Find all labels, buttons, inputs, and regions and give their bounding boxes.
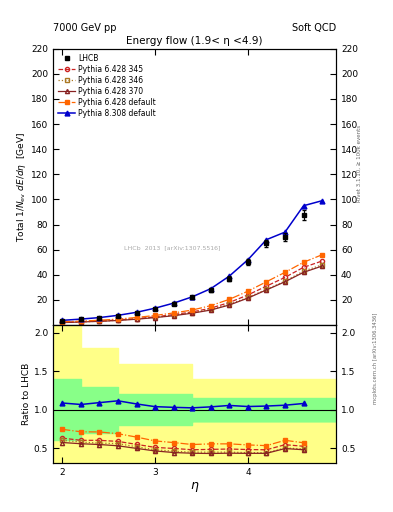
Text: LHCb  2013  [arXiv:1307.5516]: LHCb 2013 [arXiv:1307.5516] [124, 245, 220, 250]
Legend: LHCB, Pythia 6.428 345, Pythia 6.428 346, Pythia 6.428 370, Pythia 6.428 default: LHCB, Pythia 6.428 345, Pythia 6.428 346… [57, 52, 158, 119]
Text: 7000 GeV pp: 7000 GeV pp [53, 23, 117, 33]
Text: Rivet 3.1.10, ≥ 100k events: Rivet 3.1.10, ≥ 100k events [357, 125, 362, 202]
Y-axis label: Ratio to LHCB: Ratio to LHCB [22, 363, 31, 425]
Text: mcplots.cern.ch [arXiv:1306.3436]: mcplots.cern.ch [arXiv:1306.3436] [373, 313, 378, 404]
Text: Soft QCD: Soft QCD [292, 23, 336, 33]
X-axis label: η: η [191, 479, 198, 492]
Y-axis label: Total $1/N_\mathrm{ev}$ $dE/d\eta$  [GeV]: Total $1/N_\mathrm{ev}$ $dE/d\eta$ [GeV] [15, 132, 28, 242]
Title: Energy flow (1.9< η <4.9): Energy flow (1.9< η <4.9) [126, 36, 263, 47]
